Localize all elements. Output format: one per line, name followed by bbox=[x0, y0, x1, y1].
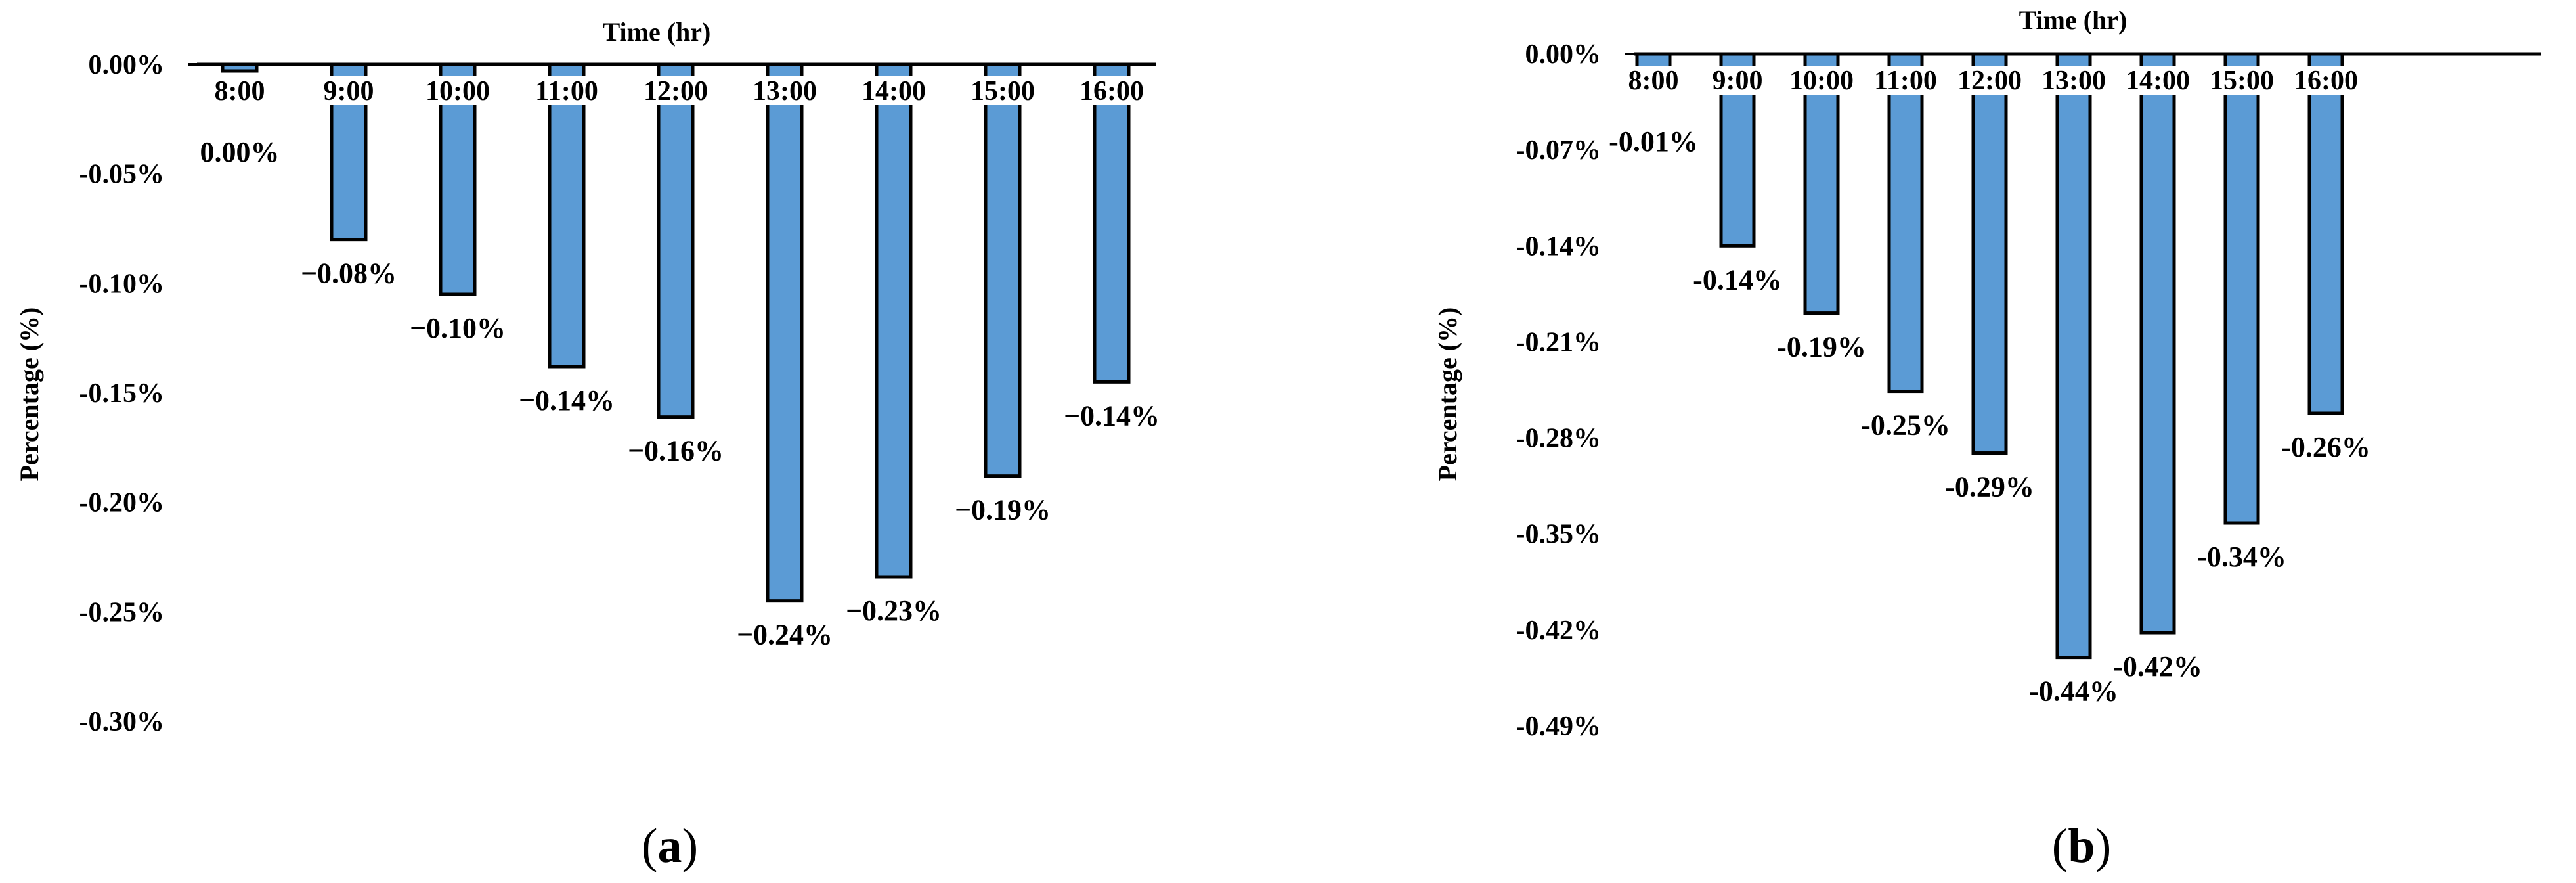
data-label: -0.25% bbox=[1861, 409, 1950, 442]
y-tick-label: -0.28% bbox=[1516, 424, 1602, 454]
x-category-label: 10:00 bbox=[426, 76, 490, 106]
data-label: −0.24% bbox=[737, 619, 833, 651]
x-category-label: 16:00 bbox=[2294, 66, 2358, 96]
category-label-background bbox=[2288, 66, 2364, 95]
bar bbox=[657, 62, 695, 419]
y-axis-title: Percentage (%) bbox=[14, 307, 44, 482]
category-label-background bbox=[420, 76, 496, 105]
x-category-label: 8:00 bbox=[215, 76, 265, 106]
panel-label: (a) bbox=[642, 819, 698, 873]
bar bbox=[766, 62, 804, 603]
x-category-label: 10:00 bbox=[1789, 66, 1854, 96]
y-tick-label: -0.14% bbox=[1516, 231, 1602, 261]
category-label-background bbox=[856, 76, 932, 105]
x-axis-title: Time (hr) bbox=[2019, 5, 2128, 35]
category-label-background bbox=[1074, 76, 1150, 105]
y-tick-label: -0.05% bbox=[79, 160, 165, 190]
x-category-label: 12:00 bbox=[1957, 66, 2022, 96]
bar bbox=[875, 62, 913, 579]
panel-label: (b) bbox=[2052, 819, 2111, 873]
chart-panel-a: Time (hr) Percentage (%) 0.00% -0.05% -0.10%… bbox=[14, 17, 1160, 873]
bar bbox=[1093, 62, 1131, 384]
category-label-background bbox=[1783, 66, 1860, 95]
data-label: -0.26% bbox=[2281, 431, 2370, 463]
bar bbox=[1887, 52, 1924, 394]
y-tick-label: 0.00% bbox=[89, 50, 165, 80]
x-category-label: 16:00 bbox=[1080, 76, 1144, 106]
data-label: −0.14% bbox=[519, 384, 615, 417]
bar bbox=[1971, 52, 2008, 455]
bar bbox=[548, 62, 586, 369]
data-label: -0.19% bbox=[1777, 331, 1866, 363]
y-tick-label: -0.20% bbox=[79, 488, 165, 518]
category-label-background bbox=[1952, 66, 2028, 95]
y-tick-label: -0.42% bbox=[1516, 616, 1602, 646]
category-label-background bbox=[2036, 66, 2112, 95]
y-tick-label: -0.30% bbox=[79, 707, 165, 737]
bar bbox=[2139, 52, 2176, 635]
y-tick-label: 0.00% bbox=[1525, 39, 1602, 70]
data-label: -0.01% bbox=[1609, 125, 1698, 158]
data-label: −0.23% bbox=[846, 595, 942, 627]
x-category-label: 11:00 bbox=[1874, 66, 1937, 96]
x-category-label: 9:00 bbox=[1713, 66, 1763, 96]
x-category-label: 14:00 bbox=[2126, 66, 2190, 96]
x-category-label: 11:00 bbox=[535, 76, 598, 106]
x-category-label: 9:00 bbox=[324, 76, 374, 106]
bar bbox=[2223, 52, 2260, 525]
data-label: −0.10% bbox=[410, 312, 506, 344]
x-category-label: 13:00 bbox=[2041, 66, 2106, 96]
x-category-label: 15:00 bbox=[971, 76, 1035, 106]
bar-chart-a: Time (hr) Percentage (%) 0.00% -0.05% -0.10%… bbox=[14, 17, 1160, 873]
category-label-background bbox=[638, 76, 714, 105]
x-category-label: 12:00 bbox=[644, 76, 708, 106]
category-label-background bbox=[2204, 66, 2280, 95]
data-label: -0.34% bbox=[2197, 541, 2286, 573]
data-label: 0.00% bbox=[200, 136, 280, 168]
bar bbox=[984, 62, 1022, 478]
data-label: −0.14% bbox=[1064, 399, 1160, 432]
category-label-background bbox=[2120, 66, 2196, 95]
category-label-background bbox=[747, 76, 823, 105]
data-label: −0.08% bbox=[301, 258, 397, 290]
category-label-background bbox=[318, 76, 380, 105]
bar-chart-b: Time (hr) Percentage (%) 0.00% -0.07% -0.14%… bbox=[1433, 5, 2541, 873]
x-category-label: 8:00 bbox=[1628, 66, 1679, 96]
y-axis-title: Percentage (%) bbox=[1433, 307, 1462, 482]
y-tick-label: -0.35% bbox=[1516, 520, 1602, 550]
category-label-background bbox=[965, 76, 1041, 105]
y-tick-label: -0.49% bbox=[1516, 712, 1602, 742]
chart-panel-b: Time (hr) Percentage (%) 0.00% -0.07% -0.14%… bbox=[1288, 0, 2576, 883]
data-label: −0.16% bbox=[628, 435, 724, 467]
y-tick-label: -0.21% bbox=[1516, 327, 1602, 357]
data-label: -0.44% bbox=[2029, 675, 2118, 708]
category-label-background bbox=[1707, 66, 1768, 95]
y-tick-label: -0.10% bbox=[79, 269, 165, 299]
bar bbox=[2307, 52, 2344, 415]
data-label: -0.42% bbox=[2113, 650, 2202, 683]
category-label-background bbox=[209, 76, 271, 105]
x-category-label: 13:00 bbox=[753, 76, 817, 106]
x-category-label: 14:00 bbox=[862, 76, 926, 106]
bar bbox=[2055, 52, 2092, 660]
x-category-label: 15:00 bbox=[2210, 66, 2274, 96]
x-axis-title: Time (hr) bbox=[603, 17, 711, 47]
y-tick-label: -0.25% bbox=[79, 597, 165, 627]
y-tick-label: -0.07% bbox=[1516, 135, 1602, 166]
y-tick-label: -0.15% bbox=[79, 378, 165, 409]
data-label: -0.14% bbox=[1693, 263, 1782, 296]
category-label-background bbox=[529, 76, 605, 105]
category-label-background bbox=[1867, 66, 1944, 95]
category-label-background bbox=[1623, 66, 1684, 95]
data-label: -0.29% bbox=[1945, 471, 2034, 503]
data-label: −0.19% bbox=[955, 494, 1051, 526]
